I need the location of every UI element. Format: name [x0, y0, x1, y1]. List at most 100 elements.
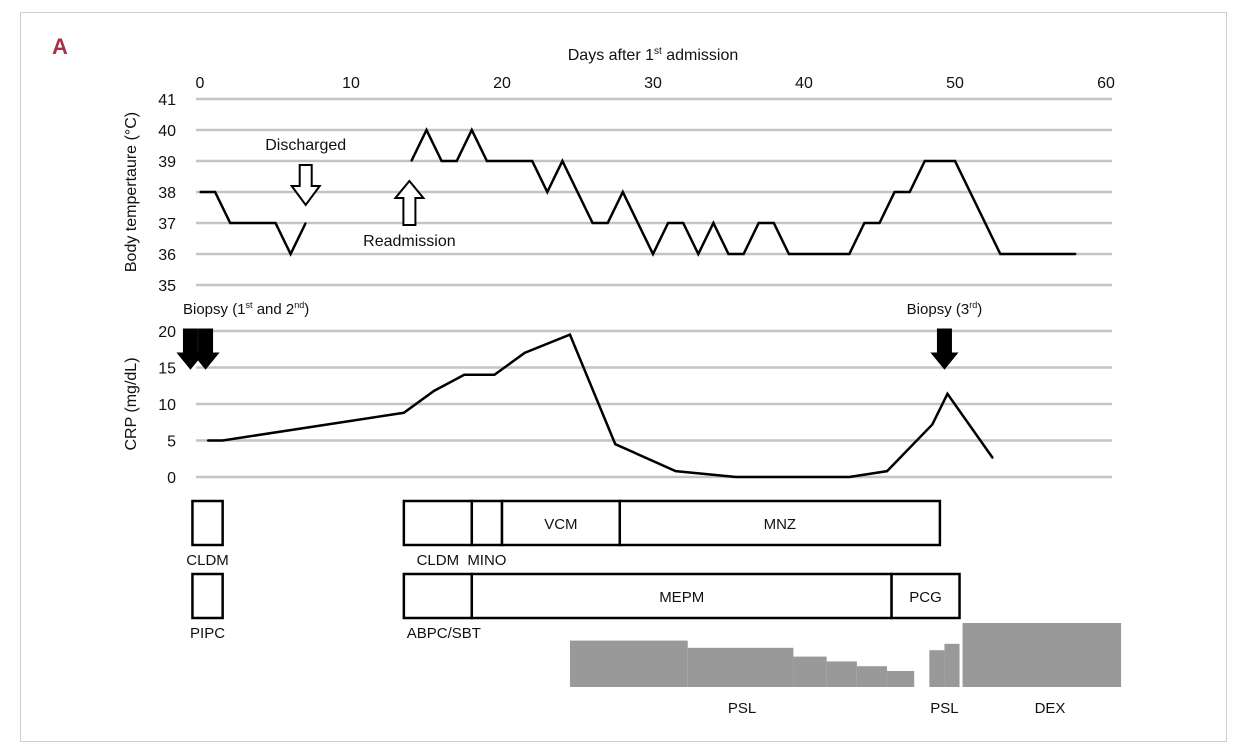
temperature-point — [606, 222, 609, 224]
temperature-point — [274, 222, 277, 224]
panel-label: A — [52, 34, 68, 59]
crp-y-tick-label: 15 — [158, 361, 176, 378]
antibiotic-row2-bar — [191, 572, 224, 620]
x-tick-label: 50 — [946, 75, 964, 92]
crp-point — [463, 374, 466, 376]
crp-point — [991, 457, 994, 459]
temperature-point — [471, 129, 473, 131]
temperature-point — [486, 160, 488, 162]
antibiotic-row2-label: MEPM — [659, 589, 704, 606]
temperature-point — [652, 253, 654, 255]
temperature-point — [622, 191, 624, 193]
steroid-label: DEX — [1035, 700, 1066, 717]
temperature-point — [410, 160, 413, 162]
temp-y-tick-label: 40 — [158, 123, 176, 140]
antibiotic-row1-bar — [618, 499, 942, 547]
antibiotic-row1-label: MINO — [467, 552, 506, 569]
biopsy-1-2-label: Biopsy (1st and 2nd) — [183, 300, 309, 318]
temperature-point — [908, 191, 911, 193]
temp-y-tick-label: 41 — [158, 92, 176, 109]
temperature-line — [200, 190, 307, 257]
temperature-point — [561, 160, 564, 162]
antibiotic-row1-label: CLDM — [417, 552, 460, 569]
temperature-point — [788, 253, 790, 255]
antibiotic-row2-label: PCG — [909, 589, 942, 606]
crp-y-tick-label: 0 — [167, 470, 176, 487]
x-tick-label: 40 — [795, 75, 813, 92]
crp-y-tick-label: 10 — [158, 397, 176, 414]
steroid-dose-bar — [687, 647, 794, 687]
temperature-point — [878, 222, 881, 224]
temperature-point — [455, 160, 458, 162]
crp-point — [946, 392, 949, 395]
temperature-point — [742, 253, 745, 255]
crp-line — [207, 333, 994, 479]
readmission-label: Readmission — [363, 233, 455, 250]
temperature-point — [1075, 253, 1077, 255]
steroid-dose-bar — [793, 656, 827, 687]
antibiotic-row1-bar — [402, 499, 474, 547]
steroid-dose-bar — [569, 640, 688, 687]
crp-point — [848, 476, 851, 478]
temperature-point — [425, 129, 428, 131]
steroid-dose-bar — [929, 650, 945, 687]
antibiotic-row2-bar — [402, 572, 474, 620]
x-tick-label: 30 — [644, 75, 662, 92]
temperature-point — [757, 222, 760, 224]
crp-point — [403, 411, 405, 414]
temperature-point — [289, 253, 292, 255]
figure-frame — [20, 12, 1227, 742]
temperature-point — [591, 222, 594, 224]
temp-y-tick-label: 35 — [158, 278, 176, 295]
crp-point — [735, 476, 737, 478]
biopsy-arrow-icon — [930, 328, 959, 370]
temperature-point — [546, 191, 549, 193]
steroid-label: PSL — [728, 700, 756, 717]
biopsy-arrow-icon — [191, 328, 220, 370]
antibiotic-row1-label: VCM — [544, 516, 577, 533]
temperature-point — [727, 253, 730, 255]
temperature-point — [712, 222, 715, 224]
temperature-point — [924, 160, 926, 162]
antibiotic-row2-bar — [470, 572, 893, 620]
temperature-point — [863, 222, 866, 224]
crp-point — [523, 352, 526, 354]
x-tick-label: 20 — [493, 75, 511, 92]
crp-point — [221, 439, 224, 442]
crp-y-tick-label: 20 — [158, 324, 176, 341]
crp-y-tick-label: 5 — [167, 434, 176, 451]
crp-point — [886, 470, 888, 472]
temperature-point — [199, 191, 201, 193]
temp-y-tick-label: 39 — [158, 154, 176, 171]
x-tick-label: 0 — [196, 75, 205, 92]
antibiotic-row1-bar — [191, 499, 224, 547]
crp-point — [614, 443, 617, 445]
steroid-label: PSL — [930, 700, 958, 717]
antibiotic-row2-label: ABPC/SBT — [407, 625, 481, 642]
temperature-point — [848, 253, 851, 255]
discharged-label: Discharged — [265, 137, 346, 154]
temperature-point — [667, 222, 669, 224]
crp-point — [931, 423, 934, 426]
antibiotic-row2-label: PIPC — [190, 625, 225, 642]
x-axis-title: Days after 1st admission — [568, 46, 739, 64]
antibiotic-row1-label: MNZ — [764, 516, 797, 533]
antibiotic-row1-bar — [470, 499, 504, 547]
crp-y-axis-title: CRP (mg/dL) — [123, 357, 140, 450]
temperature-point — [893, 191, 896, 193]
temp-y-tick-label: 38 — [158, 185, 176, 202]
temperature-point — [697, 253, 700, 255]
crp-point — [206, 439, 209, 442]
steroid-dose-bar — [962, 623, 1122, 687]
crp-point — [674, 470, 677, 472]
temperature-point — [682, 222, 684, 224]
steroid-dose-bar — [887, 671, 915, 687]
crp-point — [569, 333, 571, 336]
steroid-dose-bar — [826, 661, 857, 687]
crp-point — [433, 390, 435, 392]
temperature-point — [954, 160, 956, 162]
temp-y-axis-title: Body tempertaure (°C) — [123, 112, 140, 272]
biopsy-3-label: Biopsy (3rd) — [907, 300, 983, 318]
temp-y-tick-label: 36 — [158, 247, 176, 264]
